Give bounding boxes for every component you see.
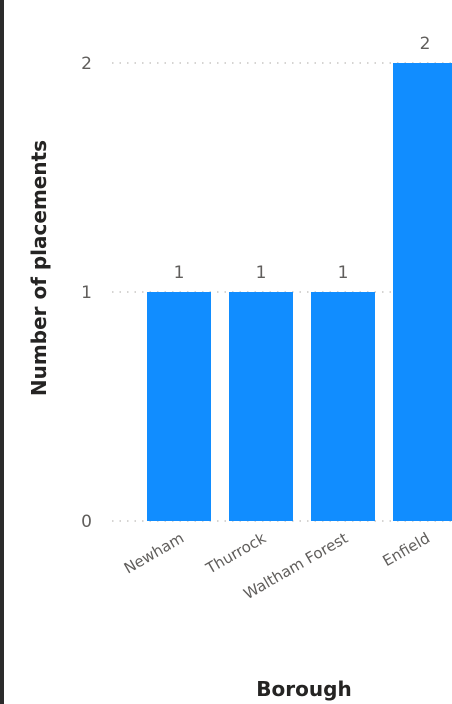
- bars: [147, 63, 452, 521]
- data-label: 2: [420, 34, 431, 54]
- y-axis-title: Number of placements: [27, 140, 51, 396]
- bar[interactable]: [147, 292, 211, 521]
- data-label: 1: [338, 263, 349, 283]
- y-tick-label: 0: [81, 512, 92, 532]
- x-tick-label: Enfield: [380, 529, 433, 570]
- bar[interactable]: [393, 63, 452, 521]
- data-label: 1: [256, 263, 267, 283]
- x-tick-label: Newham: [121, 529, 187, 578]
- y-axis-ticks: 0 1 2: [81, 54, 92, 532]
- bar[interactable]: [311, 292, 375, 521]
- data-labels: 1 1 1 2: [174, 34, 431, 283]
- x-tick-label: Thurrock: [202, 529, 269, 578]
- y-tick-label: 1: [81, 283, 92, 303]
- data-label: 1: [174, 263, 185, 283]
- bar[interactable]: [229, 292, 293, 521]
- y-tick-label: 2: [81, 54, 92, 74]
- x-axis-title: Borough: [256, 677, 351, 701]
